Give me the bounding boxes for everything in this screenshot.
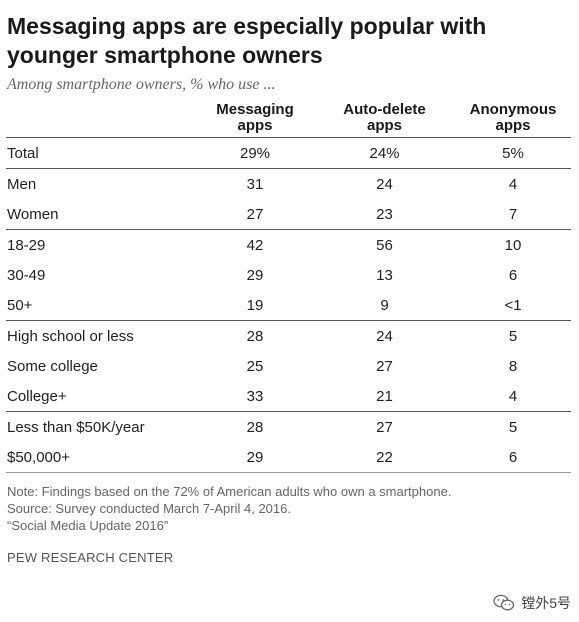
column-header-anonymous: Anonymous apps bbox=[455, 102, 571, 138]
cell-anonymous: 7 bbox=[455, 199, 571, 230]
cell-anonymous: 5 bbox=[508, 418, 518, 436]
table-row: 50+ 19 9 <1 bbox=[6, 290, 571, 321]
cell-messaging: 25 bbox=[246, 357, 264, 375]
notes: Note: Findings based on the 72% of Ameri… bbox=[7, 483, 573, 534]
table-row: Men 31 24 4 bbox=[6, 169, 571, 200]
row-label: College+ bbox=[6, 381, 196, 412]
cell-anonymous: 5% bbox=[455, 137, 571, 169]
row-label: Men bbox=[7, 175, 37, 193]
table-row: Total 29% 24% 5% bbox=[6, 137, 571, 169]
column-header-line2: apps bbox=[495, 117, 531, 134]
column-header-line2: apps bbox=[366, 117, 402, 134]
data-table: Messaging apps Auto-delete apps Anonymou… bbox=[6, 102, 571, 473]
table-row: 30-49 29 13 6 bbox=[6, 260, 571, 290]
report-title: “Social Media Update 2016” bbox=[7, 518, 169, 533]
cell-anonymous: 6 bbox=[508, 266, 518, 284]
watermark-text: 镗外5号 bbox=[521, 595, 571, 611]
cell-anonymous: 8 bbox=[508, 357, 518, 375]
row-label: Women bbox=[6, 199, 196, 230]
cell-messaging: 28 bbox=[246, 418, 264, 436]
cell-auto-delete: 27 bbox=[376, 418, 393, 436]
cell-auto-delete: 9 bbox=[314, 290, 455, 321]
table-row: College+ 33 21 4 bbox=[6, 381, 571, 412]
cell-auto-delete: 24 bbox=[376, 327, 393, 345]
cell-messaging: 19 bbox=[196, 290, 314, 321]
chart-title-line2: younger smartphone owners bbox=[7, 42, 323, 68]
cell-messaging: 29 bbox=[196, 442, 314, 473]
row-label: 18-29 bbox=[7, 236, 46, 254]
cell-auto-delete: 27 bbox=[376, 357, 393, 375]
row-label: Less than $50K/year bbox=[7, 418, 145, 436]
cell-anonymous: 5 bbox=[508, 327, 518, 345]
cell-auto-delete: 22 bbox=[314, 442, 455, 473]
table-row: Some college 25 27 8 bbox=[6, 351, 571, 381]
cell-messaging: 42 bbox=[246, 236, 264, 254]
header-row: Messaging apps Auto-delete apps Anonymou… bbox=[6, 102, 571, 138]
cell-anonymous: 6 bbox=[455, 442, 571, 473]
chart-title-line1: Messaging apps are especially popular wi… bbox=[7, 13, 487, 39]
chart-title: Messaging apps are especially popular wi… bbox=[7, 12, 573, 70]
cell-anonymous: 10 bbox=[504, 236, 522, 254]
cell-auto-delete: 21 bbox=[314, 381, 455, 412]
column-header-line1: Auto-delete bbox=[343, 101, 426, 118]
table-row: 18-29 42 56 10 bbox=[6, 230, 571, 261]
row-label: Some college bbox=[7, 357, 98, 375]
table-row: Less than $50K/year 28 27 5 bbox=[6, 412, 571, 443]
header-blank bbox=[6, 102, 196, 138]
cell-auto-delete: 24% bbox=[314, 137, 455, 169]
column-header-line1: Anonymous bbox=[469, 101, 557, 118]
column-header-auto-delete: Auto-delete apps bbox=[314, 102, 455, 138]
cell-messaging: 31 bbox=[246, 175, 264, 193]
table-row: Women 27 23 7 bbox=[6, 199, 571, 230]
org-credit: PEW RESEARCH CENTER bbox=[7, 550, 174, 565]
cell-anonymous: <1 bbox=[455, 290, 571, 321]
source-text: Source: Survey conducted March 7-April 4… bbox=[7, 501, 291, 516]
row-label: $50,000+ bbox=[6, 442, 196, 473]
chart-subtitle: Among smartphone owners, % who use ... bbox=[7, 76, 276, 93]
row-label: Total bbox=[6, 137, 196, 169]
cell-messaging: 29% bbox=[196, 137, 314, 169]
cell-anonymous: 4 bbox=[508, 175, 518, 193]
wechat-icon bbox=[493, 594, 515, 611]
column-header-line1: Messaging bbox=[216, 101, 294, 118]
cell-auto-delete: 56 bbox=[376, 236, 393, 254]
cell-anonymous: 4 bbox=[455, 381, 571, 412]
cell-auto-delete: 23 bbox=[314, 199, 455, 230]
row-label: High school or less bbox=[7, 327, 134, 345]
column-header-line2: apps bbox=[237, 117, 273, 134]
note-text: Note: Findings based on the 72% of Ameri… bbox=[7, 484, 452, 499]
table-row: $50,000+ 29 22 6 bbox=[6, 442, 571, 473]
table-body: Total 29% 24% 5% Men 31 24 4 Women 27 23… bbox=[6, 137, 571, 473]
cell-messaging: 27 bbox=[196, 199, 314, 230]
table-header: Messaging apps Auto-delete apps Anonymou… bbox=[6, 102, 571, 138]
cell-auto-delete: 24 bbox=[376, 175, 393, 193]
watermark: 镗外5号 bbox=[493, 593, 571, 613]
cell-auto-delete: 13 bbox=[376, 266, 393, 284]
cell-messaging: 33 bbox=[196, 381, 314, 412]
column-header-messaging: Messaging apps bbox=[196, 102, 314, 138]
table-row: High school or less 28 24 5 bbox=[6, 321, 571, 352]
row-label: 50+ bbox=[6, 290, 196, 321]
cell-messaging: 28 bbox=[246, 327, 264, 345]
row-label: 30-49 bbox=[7, 266, 46, 284]
cell-messaging: 29 bbox=[246, 266, 264, 284]
